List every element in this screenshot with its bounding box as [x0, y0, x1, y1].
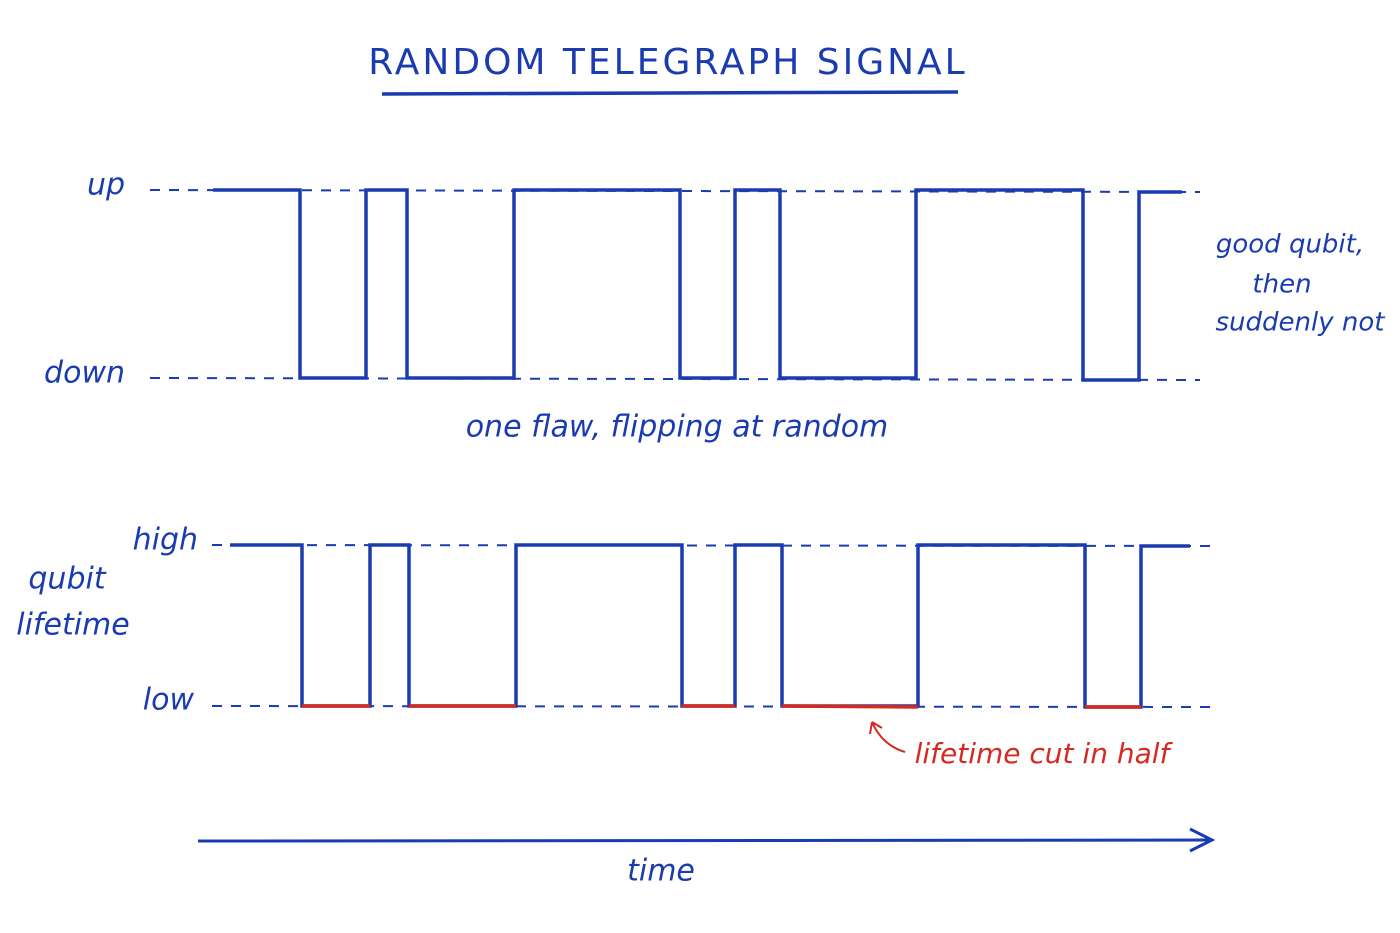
- level-label: high: [133, 523, 198, 558]
- annotation: suddenly not: [1216, 308, 1386, 338]
- lifetime-wave: [230, 543, 1190, 709]
- annotation-arrow: [869, 721, 906, 753]
- axis-label: qubit: [28, 562, 106, 597]
- title: RANDOM TELEGRAPH SIGNAL: [368, 42, 968, 83]
- caption: one flaw, flipping at random: [466, 410, 889, 445]
- level-label: up: [87, 168, 125, 203]
- annotation: good qubit,: [1216, 230, 1364, 260]
- annotation: then: [1252, 270, 1311, 300]
- signal-wave: [213, 188, 1182, 382]
- low-segments: [302, 704, 1141, 709]
- level-line: [211, 544, 1211, 547]
- time-arrowhead: [1189, 827, 1216, 853]
- title-underline: [381, 90, 959, 96]
- level-label: low: [143, 683, 195, 718]
- axis-label: time: [627, 854, 695, 889]
- annotation: lifetime cut in half: [915, 737, 1174, 770]
- level-label: down: [44, 356, 125, 391]
- time-axis: [197, 838, 1211, 843]
- axis-label: lifetime: [16, 608, 129, 643]
